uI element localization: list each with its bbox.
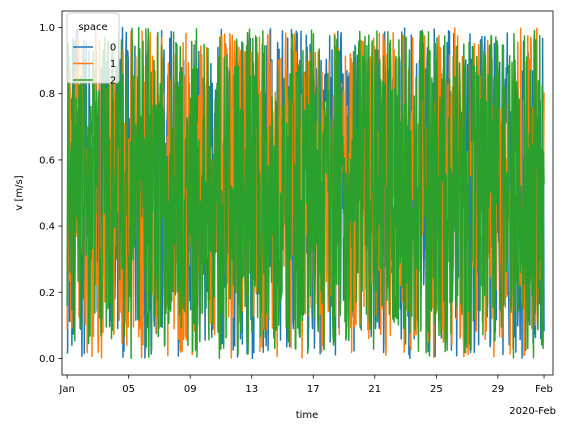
x-tick-label: 29	[492, 384, 505, 395]
legend: space 0 1 2	[66, 12, 120, 87]
x-tick-label: 17	[307, 384, 320, 395]
x-offset-label: 2020-Feb	[509, 406, 556, 417]
plot-area	[61, 10, 554, 376]
x-tick-label: 09	[184, 384, 197, 395]
x-tick-label: 21	[368, 384, 381, 395]
y-axis-label: v [m/s]	[14, 175, 25, 210]
axes-frame	[61, 10, 554, 376]
x-tick-label: 25	[430, 384, 443, 395]
series-layer	[66, 26, 545, 360]
legend-box	[66, 12, 120, 84]
legend-label-0: 0	[110, 43, 116, 54]
y-tick-label: 0.0	[39, 354, 55, 365]
x-tick-label: Feb	[535, 384, 553, 395]
x-axis: Jan 05 09 13 17 21 25 29 Feb	[58, 375, 553, 395]
y-tick-label: 0.8	[39, 89, 55, 100]
series-line-2	[66, 26, 545, 360]
y-tick-label: 0.4	[39, 222, 55, 233]
x-tick-label: 05	[122, 384, 135, 395]
y-tick-label: 0.2	[39, 288, 55, 299]
y-tick-label: 1.0	[39, 23, 55, 34]
y-tick-label: 0.6	[39, 155, 55, 166]
x-axis-label: time	[296, 410, 319, 421]
x-tick-label: Jan	[58, 384, 74, 395]
legend-label-1: 1	[110, 59, 116, 70]
legend-label-2: 2	[110, 76, 116, 87]
y-axis: 0.0 0.2 0.4 0.6 0.8 1.0	[39, 23, 62, 365]
legend-title: space	[78, 22, 107, 33]
x-tick-label: 13	[245, 384, 258, 395]
